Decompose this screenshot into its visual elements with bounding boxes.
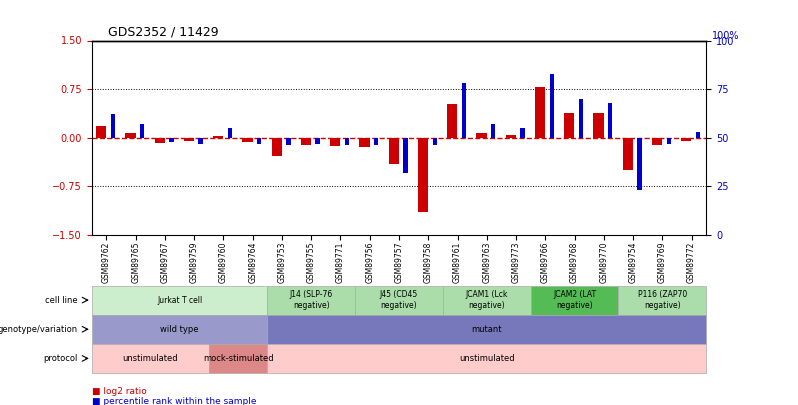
Bar [681,138,691,141]
Bar [462,83,466,138]
Bar [92,344,209,373]
Bar [184,138,194,141]
Text: P116 (ZAP70
negative): P116 (ZAP70 negative) [638,290,687,310]
Text: mock-stimulated: mock-stimulated [203,354,274,363]
Bar [520,128,524,138]
Text: wild type: wild type [160,325,199,334]
Text: protocol: protocol [43,354,77,363]
Bar [92,286,267,315]
Bar [403,138,408,173]
Text: cell line: cell line [45,296,77,305]
Bar [389,138,399,164]
Bar [96,126,106,138]
Bar [638,138,642,190]
Bar [359,138,369,147]
Bar [111,114,115,138]
Bar [271,138,282,156]
Bar [227,128,232,138]
Bar [506,135,516,138]
Text: J45 (CD45
negative): J45 (CD45 negative) [380,290,418,310]
Bar [209,344,267,373]
Text: ■ percentile rank within the sample: ■ percentile rank within the sample [92,397,256,405]
Bar [433,138,437,145]
Bar [345,138,349,145]
Bar [608,103,612,138]
Bar [579,99,583,138]
Bar [535,87,545,138]
Bar [213,136,223,138]
Bar [374,138,378,145]
Bar [267,344,706,373]
Bar [243,138,252,142]
Bar [594,113,603,138]
Bar [531,286,618,315]
Bar [447,104,457,138]
Bar [418,138,428,212]
Bar [301,138,311,145]
Bar [267,286,355,315]
Bar [169,138,173,142]
Bar [286,138,290,145]
Bar [618,286,706,315]
Text: genotype/variation: genotype/variation [0,325,77,334]
Text: J14 (SLP-76
negative): J14 (SLP-76 negative) [290,290,333,310]
Text: JCAM1 (Lck
negative): JCAM1 (Lck negative) [465,290,508,310]
Text: ■ log2 ratio: ■ log2 ratio [92,387,147,396]
Bar [267,315,706,344]
Text: mutant: mutant [472,325,502,334]
Bar [491,124,496,138]
Bar [666,138,671,143]
Bar [564,113,575,138]
Bar [622,138,633,170]
Bar [315,138,320,143]
Bar [155,138,164,143]
Bar [199,138,203,143]
Text: 100%: 100% [713,30,740,40]
Bar [330,138,340,146]
Bar [257,138,261,143]
Bar [652,138,662,145]
Bar [476,132,487,138]
Text: unstimulated: unstimulated [459,354,515,363]
Bar [696,132,700,138]
Bar [125,133,136,138]
Bar [140,124,144,138]
Bar [92,315,267,344]
Bar [443,286,531,315]
Bar [550,74,554,138]
Text: JCAM2 (LAT
negative): JCAM2 (LAT negative) [553,290,596,310]
Text: GDS2352 / 11429: GDS2352 / 11429 [108,26,219,38]
Text: Jurkat T cell: Jurkat T cell [157,296,202,305]
Bar [355,286,443,315]
Text: unstimulated: unstimulated [122,354,178,363]
